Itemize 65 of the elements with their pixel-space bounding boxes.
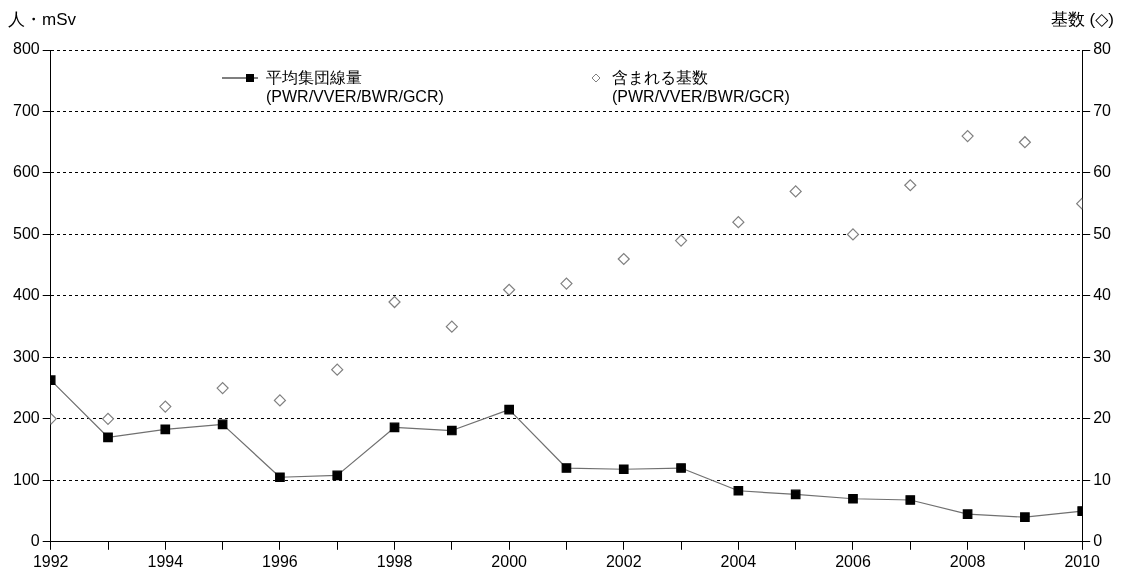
point — [388, 295, 401, 309]
point — [846, 228, 860, 241]
point — [848, 493, 858, 504]
point — [217, 419, 228, 430]
x-tick-label: 2002 — [605, 552, 642, 570]
x-tick-label: 2008 — [949, 552, 986, 570]
point — [732, 216, 745, 229]
point — [790, 489, 801, 500]
point — [733, 485, 744, 496]
y2-tick-label: 50 — [1093, 224, 1112, 242]
x-tick-label: 1992 — [32, 552, 69, 570]
legend-label: 含まれる基数 (PWR/VVER/BWR/GCR) — [612, 68, 791, 106]
y2-axis-title: 基数 (◇) — [1050, 9, 1114, 31]
y-tick-label: 200 — [12, 409, 40, 427]
y-tick-label: 600 — [12, 163, 40, 181]
y-tick-label: 400 — [12, 286, 40, 304]
point — [789, 185, 802, 198]
x-tick-label: 1994 — [147, 552, 184, 570]
legend-label: 平均集団線量 (PWR/VVER/BWR/GCR) — [266, 68, 445, 106]
y2-tick-label: 20 — [1093, 409, 1112, 427]
y-tick-label: 0 — [30, 532, 40, 550]
x-tick-label: 2010 — [1064, 552, 1101, 570]
point — [101, 412, 115, 425]
x-tick-label: 2000 — [491, 552, 528, 570]
y-tick-label: 800 — [12, 40, 40, 58]
y-tick-label: 300 — [12, 347, 40, 365]
x-tick-label: 1996 — [262, 552, 298, 570]
point — [676, 463, 686, 473]
x-tick-label: 2004 — [720, 552, 757, 570]
y-axis-title: 人・mSv — [8, 9, 76, 31]
point — [561, 463, 572, 473]
point — [447, 425, 457, 436]
point — [445, 320, 458, 333]
point — [905, 495, 916, 505]
point — [159, 400, 172, 413]
x-tick-label: 2006 — [835, 552, 871, 570]
y2-tick-label: 0 — [1093, 532, 1103, 550]
y2-tick-label: 30 — [1093, 347, 1112, 365]
point — [160, 424, 171, 435]
y-tick-label: 700 — [12, 101, 40, 119]
y2-tick-label: 40 — [1093, 286, 1112, 304]
point — [1020, 512, 1030, 523]
point — [961, 129, 974, 143]
point — [332, 470, 343, 481]
y2-tick-label: 70 — [1093, 101, 1112, 119]
y-tick-label: 500 — [12, 224, 40, 242]
point — [560, 277, 573, 290]
point — [962, 509, 973, 519]
point — [275, 472, 285, 483]
point — [904, 179, 917, 192]
point — [216, 382, 229, 395]
y-tick-label: 100 — [12, 470, 40, 488]
y2-tick-label: 60 — [1093, 163, 1112, 181]
point — [617, 252, 630, 266]
point — [1018, 136, 1031, 149]
y2-tick-label: 80 — [1093, 40, 1112, 58]
y2-tick-label: 10 — [1093, 470, 1112, 488]
point — [504, 404, 514, 415]
point — [331, 363, 344, 376]
point — [674, 234, 688, 247]
point — [503, 283, 516, 296]
x-tick-label: 1998 — [376, 552, 413, 570]
point — [618, 464, 629, 475]
point — [103, 432, 113, 443]
point — [273, 394, 287, 407]
